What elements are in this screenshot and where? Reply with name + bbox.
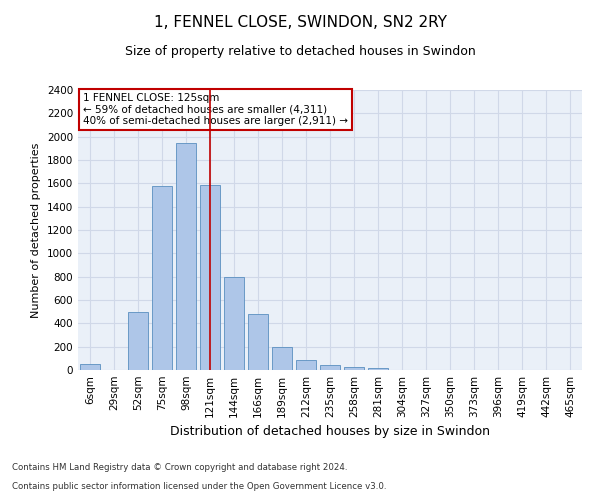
Bar xyxy=(344,366,364,370)
Bar xyxy=(176,142,196,370)
Text: 1, FENNEL CLOSE, SWINDON, SN2 2RY: 1, FENNEL CLOSE, SWINDON, SN2 2RY xyxy=(154,15,446,30)
Bar xyxy=(248,314,268,370)
Text: Size of property relative to detached houses in Swindon: Size of property relative to detached ho… xyxy=(125,45,475,58)
X-axis label: Distribution of detached houses by size in Swindon: Distribution of detached houses by size … xyxy=(170,426,490,438)
Text: Contains HM Land Registry data © Crown copyright and database right 2024.: Contains HM Land Registry data © Crown c… xyxy=(12,464,347,472)
Text: Contains public sector information licensed under the Open Government Licence v3: Contains public sector information licen… xyxy=(12,482,386,491)
Bar xyxy=(320,366,340,370)
Text: 1 FENNEL CLOSE: 125sqm
← 59% of detached houses are smaller (4,311)
40% of semi-: 1 FENNEL CLOSE: 125sqm ← 59% of detached… xyxy=(83,93,348,126)
Bar xyxy=(152,186,172,370)
Bar xyxy=(80,364,100,370)
Bar xyxy=(296,360,316,370)
Bar xyxy=(224,276,244,370)
Bar xyxy=(368,368,388,370)
Bar xyxy=(200,184,220,370)
Bar xyxy=(128,312,148,370)
Bar xyxy=(272,346,292,370)
Y-axis label: Number of detached properties: Number of detached properties xyxy=(31,142,41,318)
